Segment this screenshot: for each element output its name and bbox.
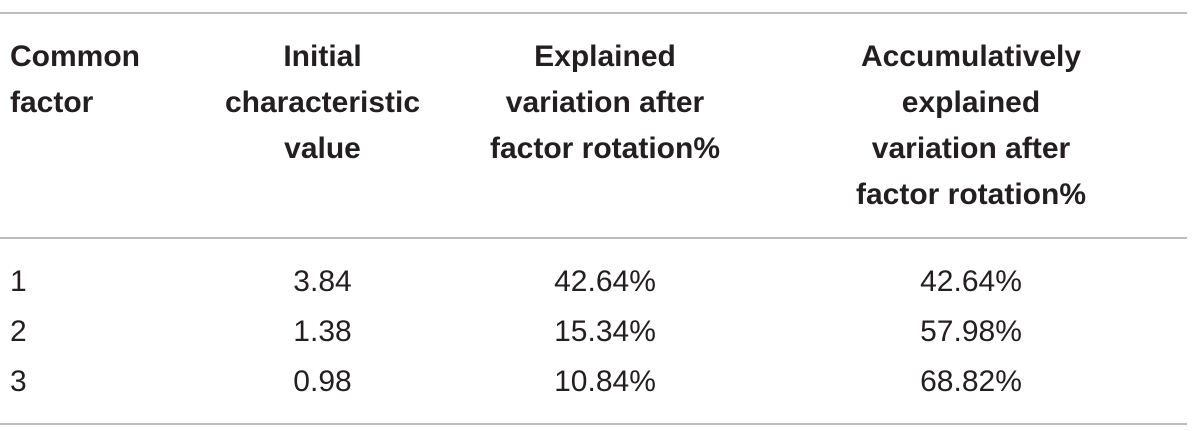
cell-initial-value: 3.84 [293, 265, 352, 298]
cell-explained-variation: 15.34% [554, 315, 656, 348]
cell-initial-value: 0.98 [293, 365, 352, 398]
table-row: 1 3.84 42.64% 42.64% [0, 238, 1187, 307]
cell-factor: 2 [10, 315, 27, 348]
common-factor-table: Common factor Initial characteristic val… [0, 12, 1187, 425]
table-row: 2 1.38 15.34% 57.98% [0, 307, 1187, 357]
cell-factor: 1 [10, 265, 27, 298]
cell-accumulative-variation: 57.98% [920, 315, 1022, 348]
cell-factor: 3 [10, 365, 27, 398]
cell-accumulative-variation: 68.82% [920, 365, 1022, 398]
cell-explained-variation: 42.64% [554, 265, 656, 298]
table-row: 3 0.98 10.84% 68.82% [0, 357, 1187, 424]
header-explained-variation: Explained variation after factor rotatio… [489, 40, 720, 165]
cell-explained-variation: 10.84% [554, 365, 656, 398]
header-accumulative-variation: Accumulatively explained variation after… [855, 40, 1086, 211]
cell-initial-value: 1.38 [293, 315, 352, 348]
table-header-row: Common factor Initial characteristic val… [0, 13, 1187, 238]
header-initial-characteristic-value: Initial characteristic value [224, 40, 421, 165]
cell-accumulative-variation: 42.64% [920, 265, 1022, 298]
header-common-factor: Common factor [10, 40, 140, 119]
